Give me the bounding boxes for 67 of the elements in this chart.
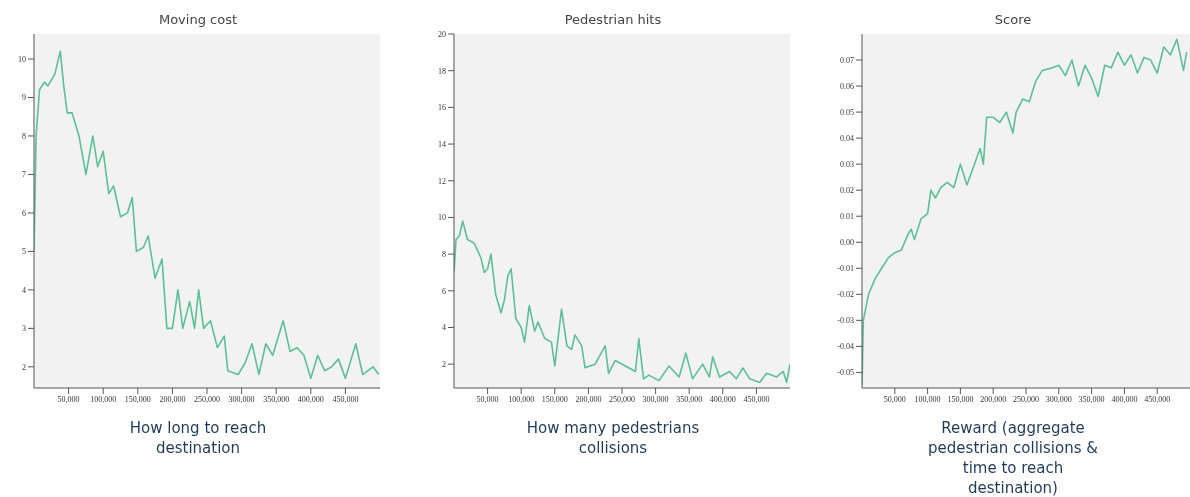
y-tick-label: 8 [22, 131, 26, 141]
y-tick-label: 8 [442, 249, 446, 259]
x-tick-label: 100,000 [508, 394, 535, 404]
text: How many pedestrians collisions [525, 418, 701, 458]
line-series [454, 220, 790, 384]
x-tick-label: 350,000 [263, 394, 290, 404]
text: Reward (aggregate pedestrian collisions & time to reach destination) [928, 418, 1098, 497]
x-tick-label: 150,000 [541, 394, 568, 404]
x-tick-label: 250,000 [194, 394, 220, 404]
y-tick-label: 0.02 [840, 186, 854, 196]
y-tick-label: 10 [18, 54, 26, 64]
y-tick-label: -0.01 [837, 264, 854, 274]
x-tick-label: 450,000 [332, 394, 359, 404]
y-tick-label: 5 [22, 247, 26, 257]
chart-title: Score [993, 12, 1033, 29]
x-tick-label: 150,000 [947, 394, 974, 404]
x-tick-label: 200,000 [980, 394, 1007, 404]
x-tick-label: 50,000 [883, 394, 906, 404]
y-tick-label: -0.03 [837, 316, 854, 326]
x-tick-label: 200,000 [575, 394, 602, 404]
y-tick-label: 4 [22, 285, 26, 295]
y-tick-label: 14 [438, 139, 446, 149]
x-tick-label: 200,000 [159, 394, 186, 404]
y-tick-label: 6 [22, 208, 26, 218]
y-tick-label: 0.07 [840, 55, 854, 65]
y-tick-label: -0.05 [837, 368, 854, 378]
x-tick-label: 300,000 [642, 394, 669, 404]
y-tick-label: -0.02 [837, 290, 854, 300]
chart-title: Pedestrian hits [563, 12, 663, 29]
y-tick-label: 0.00 [840, 238, 854, 248]
y-tick-label: 0.01 [840, 212, 854, 222]
x-tick-label: 450,000 [743, 394, 770, 404]
y-tick-label: 3 [22, 324, 26, 334]
chart-title: Moving cost [157, 12, 239, 29]
y-tick-label: 10 [438, 213, 446, 223]
y-tick-label: 12 [438, 176, 446, 186]
x-tick-label: 350,000 [1078, 394, 1105, 404]
x-tick-label: 300,000 [228, 394, 255, 404]
x-tick-label: 400,000 [1111, 394, 1138, 404]
y-tick-label: 2 [22, 362, 26, 372]
x-tick-label: 100,000 [914, 394, 941, 404]
y-tick-label: -0.04 [837, 342, 854, 352]
y-tick-label: 0.03 [840, 159, 854, 169]
x-tick-label: 50,000 [476, 394, 499, 404]
x-tick-label: 100,000 [90, 394, 117, 404]
x-tick-label: 300,000 [1045, 394, 1072, 404]
x-tick-label: 400,000 [709, 394, 736, 404]
x-tick-label: 250,000 [1013, 394, 1039, 404]
y-tick-label: 16 [438, 103, 446, 113]
y-tick-label: 20 [438, 29, 446, 39]
y-tick-label: 7 [22, 170, 26, 180]
x-tick-label: 450,000 [1144, 394, 1171, 404]
x-tick-label: 400,000 [297, 394, 324, 404]
x-tick-label: 350,000 [676, 394, 703, 404]
line-series [34, 50, 380, 380]
text: How long to reach destination [128, 418, 268, 458]
y-tick-label: 0.04 [840, 133, 854, 143]
y-tick-label: 2 [442, 360, 446, 369]
y-tick-label: 4 [442, 323, 446, 333]
y-tick-label: 0.05 [840, 107, 854, 117]
x-tick-label: 250,000 [609, 394, 635, 404]
y-tick-label: 9 [22, 93, 26, 103]
y-tick-label: 18 [438, 66, 446, 76]
x-tick-label: 150,000 [124, 394, 151, 404]
x-tick-label: 50,000 [57, 394, 80, 404]
y-tick-label: 0.06 [840, 81, 854, 91]
y-tick-label: 6 [442, 286, 446, 296]
